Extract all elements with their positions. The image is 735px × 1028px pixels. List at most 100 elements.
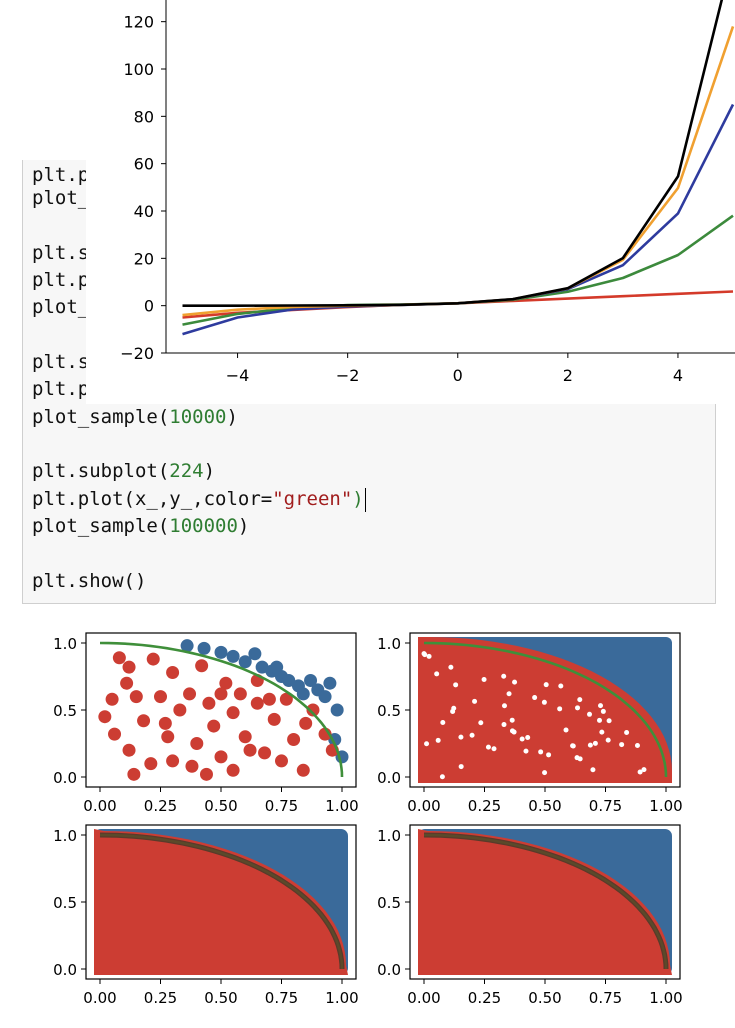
scatter-subplot-222: 0.00 0.25 0.50 0.75 1.00 0.0 0.5 1.0 — [377, 632, 683, 815]
point-inside — [122, 660, 136, 674]
x-tick-label: 0.25 — [468, 989, 501, 1007]
scatter-points-layer — [418, 829, 672, 975]
scatter-points-layer — [98, 639, 349, 781]
point-inside — [202, 696, 216, 710]
point-outside — [318, 690, 332, 704]
point-outside — [197, 641, 211, 655]
point-inside — [233, 687, 247, 701]
x-tick-label: 0.25 — [468, 797, 501, 815]
sample-gap — [599, 729, 605, 735]
point-inside — [296, 763, 310, 777]
y-tick-label: 0.5 — [377, 702, 401, 720]
sample-gap — [592, 740, 598, 746]
x-tick-label: 0.75 — [589, 989, 622, 1007]
y-tick-label: 0.0 — [53, 769, 77, 787]
point-inside — [166, 754, 180, 768]
y-tick-label: 1.0 — [377, 635, 401, 653]
point-inside — [250, 696, 264, 710]
point-inside — [127, 767, 141, 781]
scatter-points-layer — [94, 829, 348, 975]
sample-gap — [509, 728, 515, 734]
sample-gap — [634, 742, 640, 748]
sample-gap — [440, 719, 446, 725]
code-string: "green" — [272, 488, 353, 510]
x-tick-label: 2 — [563, 366, 573, 385]
y-tick-label: 0.5 — [377, 894, 401, 912]
code-line-5: plot_ — [32, 294, 89, 320]
point-inside — [161, 730, 175, 744]
point-inside — [226, 706, 240, 720]
quarter-circle-line — [99, 833, 344, 970]
sample-gap — [577, 756, 583, 762]
sample-gap — [481, 676, 487, 682]
code-paren: ) — [237, 515, 250, 537]
point-inside — [166, 665, 180, 679]
point-outside — [330, 703, 344, 717]
x-tick-label: 0.00 — [407, 989, 440, 1007]
code-number: 224 — [169, 460, 204, 482]
x-tick-label: −4 — [226, 366, 250, 385]
y-tick-label: 100 — [123, 60, 154, 79]
code-fn: plt.subplot( — [32, 460, 170, 482]
point-outside — [238, 655, 252, 669]
sample-gap — [435, 737, 441, 743]
code-paren: ) — [226, 406, 238, 428]
x-tick-label: 0.25 — [144, 797, 177, 815]
y-tick-label: 20 — [134, 249, 154, 268]
code-text: plot_ — [32, 296, 90, 318]
y-tick-label: 0.5 — [53, 702, 77, 720]
code-fn: plot_sample( — [32, 406, 170, 428]
point-inside — [279, 692, 293, 706]
sample-gap — [458, 734, 464, 740]
point-inside — [226, 763, 240, 777]
code-line-7: plt.p — [32, 376, 89, 402]
code-text: plt.p — [32, 269, 90, 291]
scatter-points-layer — [418, 637, 672, 783]
point-outside — [180, 639, 194, 653]
y-tick-label: 0 — [144, 297, 154, 316]
y-tick-label: 0.0 — [377, 961, 401, 979]
sample-gap — [605, 737, 611, 743]
sample-gap — [575, 705, 581, 711]
point-outside — [248, 647, 262, 661]
point-outside — [282, 674, 296, 688]
point-inside — [243, 743, 257, 757]
point-inside — [158, 716, 172, 730]
point-inside — [214, 750, 228, 764]
point-inside — [183, 687, 197, 701]
point-inside — [267, 712, 281, 726]
y-tick-label: 80 — [134, 107, 154, 126]
sample-gap — [491, 746, 497, 752]
top-line-chart: −20 0 20 40 60 80 100 120 −4 −2 0 2 4 — [86, 0, 735, 404]
x-tick-label: 0.50 — [204, 797, 237, 815]
sample-gap — [624, 729, 630, 735]
point-inside — [146, 652, 160, 666]
code-text: plt.show() — [32, 570, 147, 592]
x-tick-label: 0.50 — [204, 989, 237, 1007]
x-tick-label: 0.25 — [144, 989, 177, 1007]
x-tick-label: 1.00 — [649, 989, 682, 1007]
sample-gap — [541, 699, 547, 705]
point-inside — [108, 727, 122, 741]
point-outside — [214, 645, 228, 659]
point-inside — [185, 759, 199, 773]
sample-gap — [426, 653, 432, 659]
inside-fill — [94, 829, 348, 975]
code-text: plt.s — [32, 351, 90, 373]
code-paren: ) — [203, 460, 216, 482]
point-inside — [195, 659, 209, 673]
sample-gap — [606, 718, 612, 724]
sample-gap — [469, 732, 475, 738]
x-tick-label: 0.00 — [407, 797, 440, 815]
point-inside — [112, 651, 126, 665]
sample-gap — [532, 695, 538, 701]
code-text: plt.p — [32, 164, 90, 186]
sample-gap — [453, 682, 459, 688]
quarter-circle-line — [99, 641, 344, 778]
point-inside — [144, 757, 158, 771]
point-inside — [262, 692, 276, 706]
sample-gap — [543, 682, 549, 688]
x-tick-label: 0.75 — [265, 797, 298, 815]
point-inside — [287, 732, 301, 746]
